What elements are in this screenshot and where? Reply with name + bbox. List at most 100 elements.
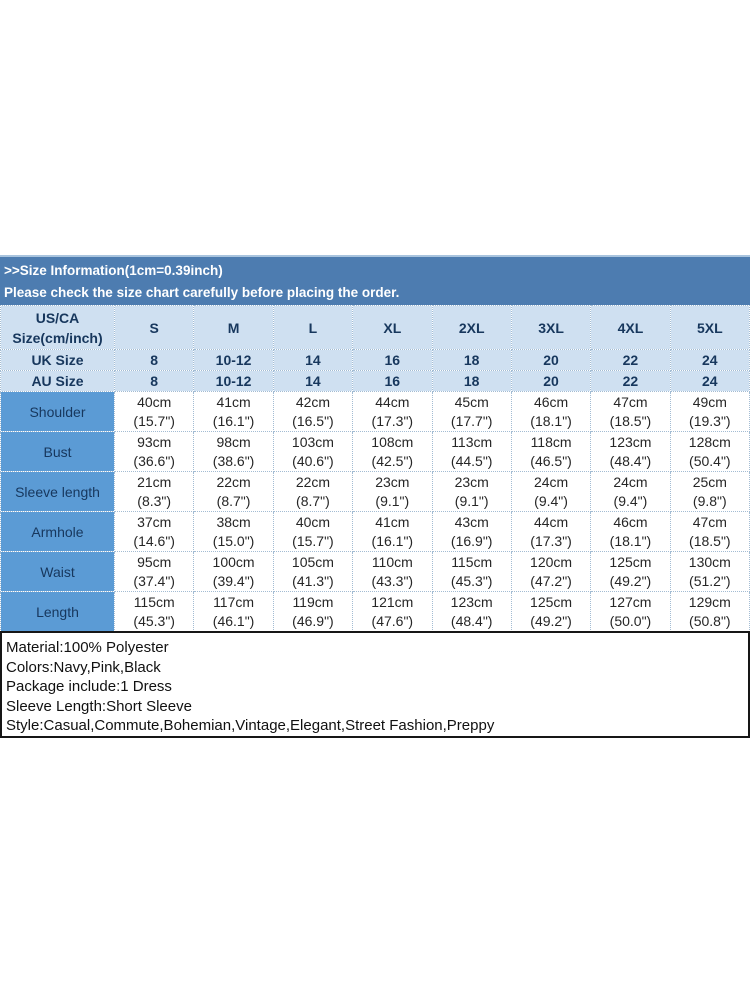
size-header-cell: 3XL xyxy=(510,305,592,350)
product-info-line-material: Material:100% Polyester xyxy=(6,639,169,656)
measurement-value-cell: 47cm (18.5") xyxy=(590,391,671,432)
size-header-cell: M xyxy=(193,305,274,350)
size-header-row: US/CA Size(cm/inch) S M L XL 2XL 3XL 4XL 5XL xyxy=(0,305,750,350)
region-size-cell: 16 xyxy=(352,349,433,371)
measurement-value-cell: 23cm (9.1") xyxy=(352,471,433,512)
region-size-cell: 16 xyxy=(352,370,433,392)
region-size-cell: 10-12 xyxy=(193,349,274,371)
measurement-value-cell: 42cm (16.5") xyxy=(272,391,354,432)
size-header-cell: 4XL xyxy=(590,305,671,350)
measurement-value-cell: 95cm (37.4") xyxy=(113,551,195,592)
measurement-value-cell: 128cm (50.4") xyxy=(669,431,750,472)
product-info-box: Material:100% Polyester Colors:Navy,Pink… xyxy=(0,631,750,738)
measurement-value-cell: 125cm (49.2") xyxy=(590,551,671,592)
measurement-value-cell: 127cm (50.0") xyxy=(590,591,671,632)
region-size-cell: 14 xyxy=(272,349,354,371)
measurement-value-cell: 115cm (45.3") xyxy=(113,591,195,632)
measurement-value-cell: 22cm (8.7") xyxy=(193,471,274,512)
measurement-value-cell: 40cm (15.7") xyxy=(113,391,195,432)
measurement-label-cell: Armhole xyxy=(0,511,115,552)
measurement-value-cell: 110cm (43.3") xyxy=(352,551,433,592)
region-size-cell: 22 xyxy=(590,349,671,371)
size-header-cell: 2XL xyxy=(431,305,512,350)
size-info-banner: >>Size Information(1cm=0.39inch) Please … xyxy=(0,255,750,305)
measurement-value-cell: 123cm (48.4") xyxy=(590,431,671,472)
measurement-value-cell: 108cm (42.5") xyxy=(352,431,433,472)
measurement-value-cell: 119cm (46.9") xyxy=(272,591,354,632)
measurement-value-cell: 105cm (41.3") xyxy=(272,551,354,592)
size-chart-table: US/CA Size(cm/inch) S M L XL 2XL 3XL 4XL 5XL UK Si… xyxy=(0,305,750,632)
measurement-value-cell: 120cm (47.2") xyxy=(510,551,592,592)
measurement-value-cell: 23cm (9.1") xyxy=(431,471,512,512)
measurement-label-cell: Sleeve length xyxy=(0,471,115,512)
region-size-cell: 14 xyxy=(272,370,354,392)
size-header-cell: L xyxy=(272,305,354,350)
product-info-line-sleeve: Sleeve Length:Short Sleeve xyxy=(6,697,192,715)
measurement-value-cell: 21cm (8.3") xyxy=(113,471,195,512)
measurement-value-cell: 130cm (51.2") xyxy=(669,551,750,592)
region-size-cell: 18 xyxy=(431,370,512,392)
measurement-row: Bust 93cm (36.6") 98cm (38.6") 103cm (40.6") 10… xyxy=(0,431,750,472)
measurement-row: Sleeve length 21cm (8.3") 22cm (8.7") 22cm (8.… xyxy=(0,471,750,512)
measurement-value-cell: 45cm (17.7") xyxy=(431,391,512,432)
size-header-cell: XL xyxy=(352,305,433,350)
measurement-value-cell: 38cm (15.0") xyxy=(193,511,274,552)
region-size-cell: 8 xyxy=(113,370,195,392)
measurement-value-cell: 41cm (16.1") xyxy=(193,391,274,432)
measurement-value-cell: 24cm (9.4") xyxy=(510,471,592,512)
measurement-value-cell: 100cm (39.4") xyxy=(193,551,274,592)
measurement-label-cell: Bust xyxy=(0,431,115,472)
measurement-value-cell: 93cm (36.6") xyxy=(113,431,195,472)
measurement-value-cell: 125cm (49.2") xyxy=(510,591,592,632)
measurement-value-cell: 98cm (38.6") xyxy=(193,431,274,472)
product-info-line-colors: Colors:Navy,Pink,Black xyxy=(6,658,161,676)
region-size-cell: 24 xyxy=(669,349,750,371)
measurement-value-cell: 41cm (16.1") xyxy=(352,511,433,552)
measurement-value-cell: 44cm (17.3") xyxy=(352,391,433,432)
measurement-label-cell: Shoulder xyxy=(0,391,115,432)
measurement-value-cell: 37cm (14.6") xyxy=(113,511,195,552)
measurement-value-cell: 117cm (46.1") xyxy=(193,591,274,632)
measurement-value-cell: 118cm (46.5") xyxy=(510,431,592,472)
measurement-value-cell: 115cm (45.3") xyxy=(431,551,512,592)
product-info-line-package: Package include:1 Dress xyxy=(6,678,172,695)
measurement-value-cell: 49cm (19.3") xyxy=(669,391,750,432)
region-size-cell: 22 xyxy=(590,370,671,392)
product-info-line-style: Style:Casual,Commute,Bohemian,Vintage,El… xyxy=(6,717,495,734)
measurement-label-cell: Length xyxy=(0,591,115,632)
measurement-row: Shoulder 40cm (15.7") 41cm (16.1") 42cm (16.5"… xyxy=(0,391,750,432)
measurement-value-cell: 40cm (15.7") xyxy=(272,511,354,552)
banner-subtitle: Please check the size chart carefully be… xyxy=(4,285,400,300)
region-label-cell: UK Size xyxy=(0,349,115,371)
measurement-row: Length 115cm (45.3") 117cm (46.1") 119cm (46.9… xyxy=(0,591,750,632)
measurement-value-cell: 103cm (40.6") xyxy=(272,431,354,472)
region-size-cell: 20 xyxy=(510,349,592,371)
measurement-value-cell: 113cm (44.5") xyxy=(431,431,512,472)
measurement-value-cell: 43cm (16.9") xyxy=(431,511,512,552)
measurement-value-cell: 46cm (18.1") xyxy=(590,511,671,552)
measurement-value-cell: 47cm (18.5") xyxy=(669,511,750,552)
measurement-label-cell: Waist xyxy=(0,551,115,592)
size-chart-body: US/CA Size(cm/inch) S M L XL 2XL 3XL 4XL 5XL UK Si… xyxy=(0,305,750,632)
region-size-cell: 24 xyxy=(669,370,750,392)
measurement-value-cell: 46cm (18.1") xyxy=(510,391,592,432)
region-label-cell: AU Size xyxy=(0,370,115,392)
region-size-cell: 8 xyxy=(113,349,195,371)
measurement-row: Waist 95cm (37.4") 100cm (39.4") 105cm (41.3")… xyxy=(0,551,750,592)
measurement-value-cell: 44cm (17.3") xyxy=(510,511,592,552)
region-size-cell: 20 xyxy=(510,370,592,392)
measurement-value-cell: 123cm (48.4") xyxy=(431,591,512,632)
region-size-cell: 10-12 xyxy=(193,370,274,392)
measurement-value-cell: 129cm (50.8") xyxy=(669,591,750,632)
measurement-value-cell: 22cm (8.7") xyxy=(272,471,354,512)
corner-cell: US/CA Size(cm/inch) xyxy=(0,305,115,350)
size-header-cell: 5XL xyxy=(669,305,750,350)
size-header-cell: S xyxy=(113,305,195,350)
measurement-row: Armhole 37cm (14.6") 38cm (15.0") 40cm (15.7")… xyxy=(0,511,750,552)
measurement-value-cell: 25cm (9.8") xyxy=(669,471,750,512)
measurement-value-cell: 24cm (9.4") xyxy=(590,471,671,512)
banner-title: >>Size Information(1cm=0.39inch) xyxy=(4,263,223,278)
region-size-row: UK Size 8 10-12 14 16 18 20 22 24 xyxy=(0,349,750,371)
region-size-row: AU Size 8 10-12 14 16 18 20 22 24 xyxy=(0,370,750,392)
